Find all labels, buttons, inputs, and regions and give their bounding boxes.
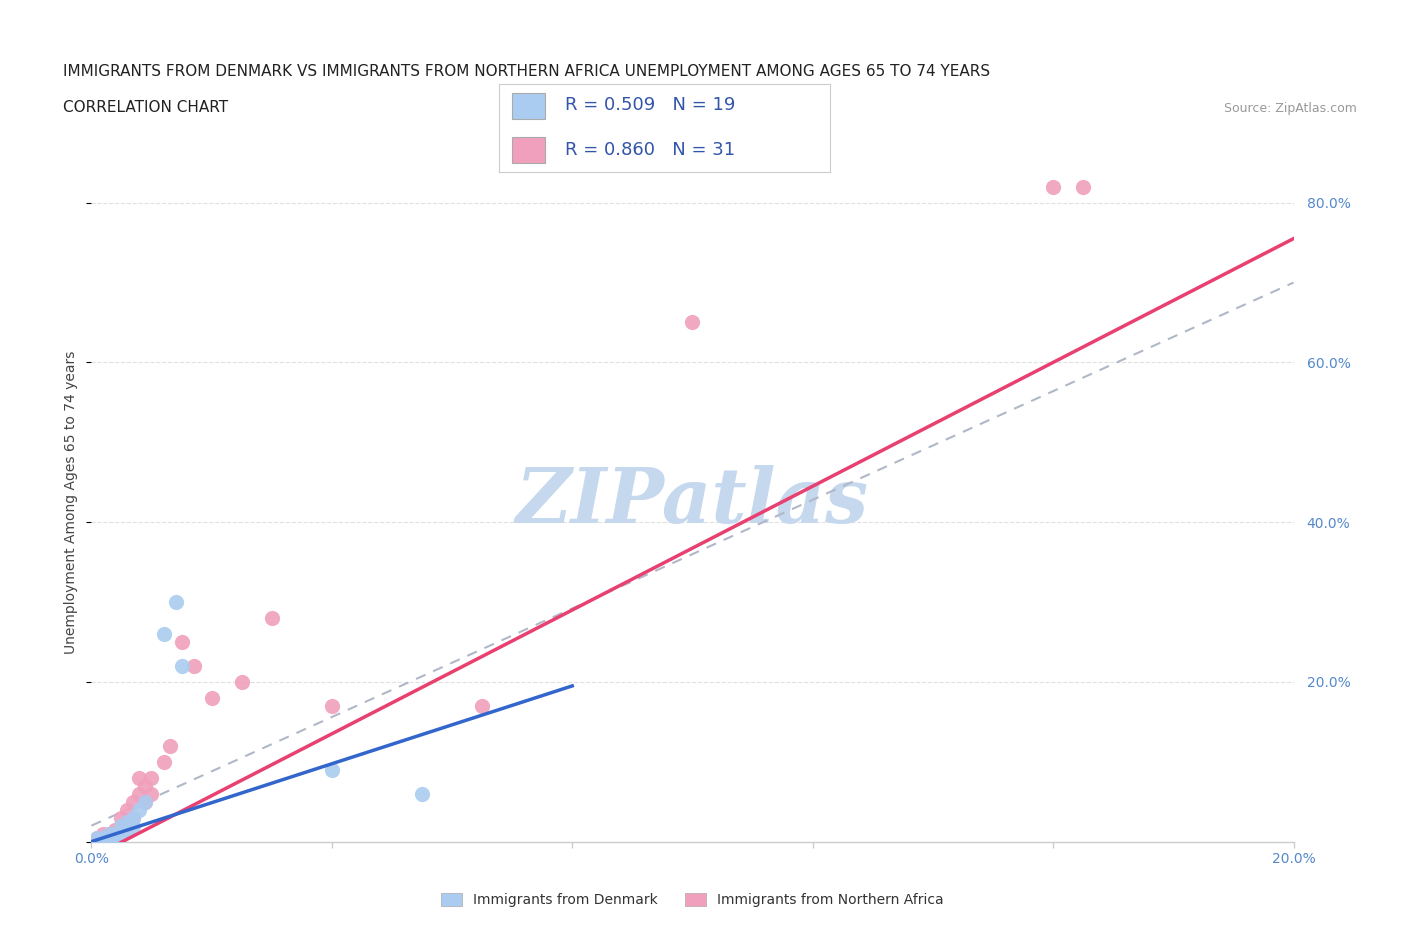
Point — [134, 794, 156, 809]
Point — [117, 822, 139, 837]
Point — [128, 786, 150, 801]
Point — [321, 763, 343, 777]
Point — [165, 594, 187, 609]
Point — [98, 830, 121, 845]
Point — [159, 738, 181, 753]
Point — [1042, 179, 1064, 194]
Point — [117, 815, 139, 830]
FancyBboxPatch shape — [512, 137, 546, 164]
Point — [122, 794, 145, 809]
Point — [1071, 179, 1094, 194]
Point — [141, 770, 163, 785]
Point — [98, 826, 121, 841]
Point — [231, 674, 253, 689]
Point — [170, 634, 193, 649]
Point — [141, 786, 163, 801]
Text: Source: ZipAtlas.com: Source: ZipAtlas.com — [1223, 102, 1357, 115]
Legend: Immigrants from Denmark, Immigrants from Northern Africa: Immigrants from Denmark, Immigrants from… — [436, 887, 949, 912]
Point — [201, 690, 224, 705]
Point — [183, 658, 205, 673]
Point — [128, 803, 150, 817]
Point — [117, 815, 139, 830]
Point — [681, 315, 703, 330]
Point — [471, 698, 494, 713]
Text: CORRELATION CHART: CORRELATION CHART — [63, 100, 228, 115]
Point — [93, 830, 115, 845]
Text: IMMIGRANTS FROM DENMARK VS IMMIGRANTS FROM NORTHERN AFRICA UNEMPLOYMENT AMONG AG: IMMIGRANTS FROM DENMARK VS IMMIGRANTS FR… — [63, 64, 990, 79]
Point — [122, 810, 145, 825]
Text: ZIPatlas: ZIPatlas — [516, 465, 869, 539]
Point — [110, 818, 132, 833]
Point — [122, 818, 145, 833]
Point — [110, 826, 132, 841]
Point — [86, 830, 108, 845]
Text: R = 0.860   N = 31: R = 0.860 N = 31 — [565, 140, 735, 158]
Point — [152, 627, 174, 642]
Point — [152, 754, 174, 769]
Point — [134, 778, 156, 793]
Point — [104, 830, 127, 845]
Point — [134, 794, 156, 809]
FancyBboxPatch shape — [512, 93, 546, 119]
Point — [411, 786, 433, 801]
Point — [122, 810, 145, 825]
Point — [260, 611, 283, 626]
Point — [104, 826, 127, 841]
Point — [128, 770, 150, 785]
Point — [86, 830, 108, 845]
Point — [104, 822, 127, 837]
Text: R = 0.509   N = 19: R = 0.509 N = 19 — [565, 97, 735, 114]
Point — [93, 826, 115, 841]
Y-axis label: Unemployment Among Ages 65 to 74 years: Unemployment Among Ages 65 to 74 years — [65, 351, 79, 654]
Point — [98, 830, 121, 845]
Point — [110, 810, 132, 825]
Point — [93, 830, 115, 845]
Point — [117, 803, 139, 817]
Point — [98, 826, 121, 841]
Point — [170, 658, 193, 673]
Point — [104, 826, 127, 841]
Point — [110, 818, 132, 833]
Point — [321, 698, 343, 713]
